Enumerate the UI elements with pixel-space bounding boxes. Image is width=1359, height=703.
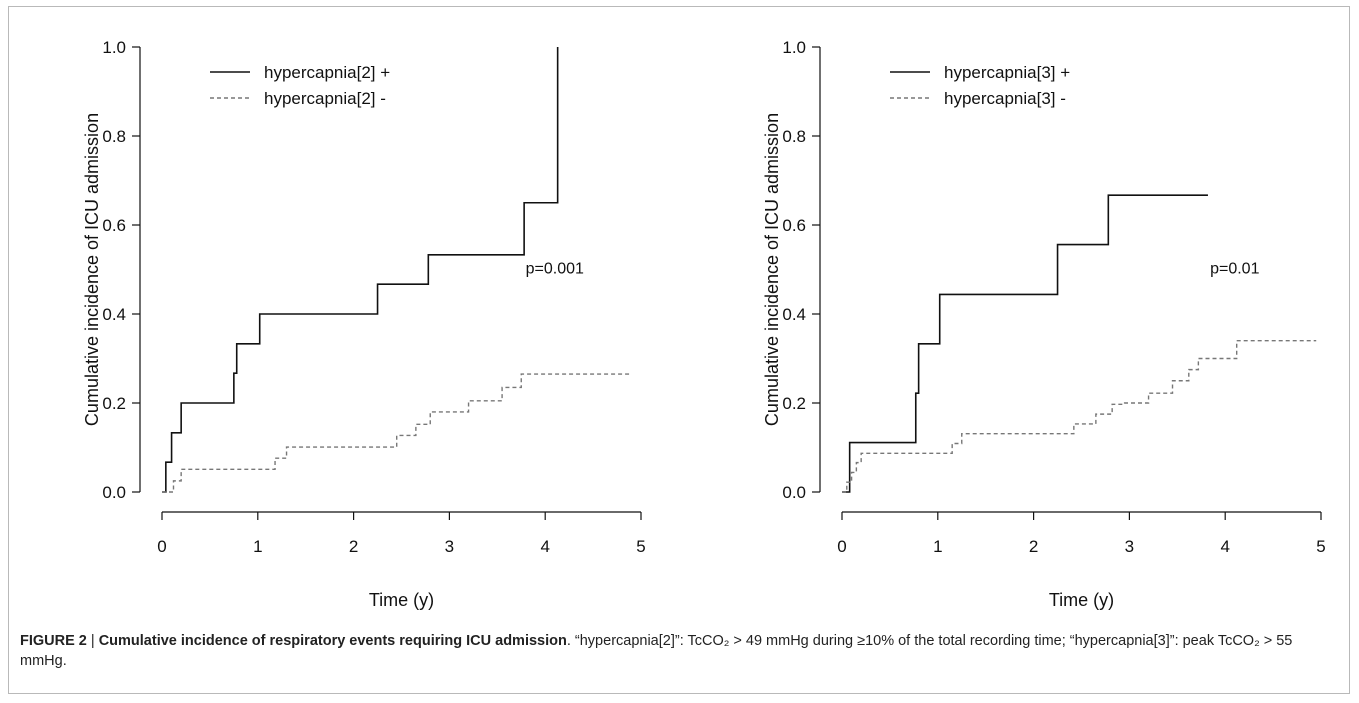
caption-title: Cumulative incidence of respiratory even… — [98, 633, 567, 649]
y-tick-label: 0.6 — [782, 216, 806, 235]
x-axis-label: Time (y) — [1049, 590, 1114, 610]
x-tick-label: 0 — [837, 537, 846, 556]
figure-frame — [8, 6, 1350, 694]
p-value-annotation: p=0.001 — [526, 260, 584, 277]
y-tick-label: 1.0 — [102, 38, 126, 57]
x-tick-label: 1 — [933, 537, 942, 556]
y-axis-label: Cumulative incidence of ICU admission — [762, 113, 782, 426]
caption-text: . “hypercapnia[2]”: TcCO₂ > 49 mmHg duri… — [20, 633, 1293, 669]
x-tick-label: 3 — [1125, 537, 1134, 556]
series-line-negative — [842, 340, 1317, 493]
y-tick-label: 0.4 — [782, 305, 806, 324]
x-tick-label: 4 — [540, 537, 549, 556]
x-tick-label: 0 — [157, 537, 166, 556]
caption-figure-label: FIGURE 2 — [20, 633, 87, 649]
series-line-negative — [162, 373, 632, 493]
y-tick-label: 0.0 — [782, 483, 806, 502]
y-axis-label: Cumulative incidence of ICU admission — [82, 113, 102, 426]
y-tick-label: 0.8 — [782, 127, 806, 146]
legend-label: hypercapnia[3] - — [944, 89, 1066, 108]
x-tick-label: 2 — [1029, 537, 1038, 556]
x-tick-label: 4 — [1220, 537, 1229, 556]
series-line-positive — [842, 194, 1208, 493]
series-line-positive — [162, 47, 559, 493]
y-tick-label: 0.4 — [102, 305, 126, 324]
x-tick-label: 5 — [1316, 537, 1325, 556]
chart-left: 0.0 0.2 0.4 0.6 0.8 1.0 0 1 2 3 4 5 Time (y) Cumulati… — [82, 38, 646, 610]
y-tick-label: 1.0 — [782, 38, 806, 57]
p-value-annotation: p=0.01 — [1210, 260, 1259, 277]
x-axis-label: Time (y) — [369, 590, 434, 610]
y-tick-label: 0.2 — [782, 394, 806, 413]
y-tick-label: 0.2 — [102, 394, 126, 413]
legend-label: hypercapnia[2] - — [264, 89, 386, 108]
y-tick-label: 0.6 — [102, 216, 126, 235]
legend-label: hypercapnia[3] + — [944, 63, 1070, 82]
x-tick-label: 1 — [253, 537, 262, 556]
caption-separator: | — [86, 633, 99, 649]
legend-label: hypercapnia[2] + — [264, 63, 390, 82]
figure-caption: FIGURE 2 | Cumulative incidence of respi… — [20, 631, 1340, 671]
x-tick-label: 2 — [349, 537, 358, 556]
chart-right: 0.0 0.2 0.4 0.6 0.8 1.0 0 1 2 3 4 5 Time (y) Cumulati… — [762, 38, 1326, 610]
y-tick-label: 0.0 — [102, 483, 126, 502]
x-tick-label: 5 — [636, 537, 645, 556]
x-tick-label: 3 — [445, 537, 454, 556]
y-tick-label: 0.8 — [102, 127, 126, 146]
